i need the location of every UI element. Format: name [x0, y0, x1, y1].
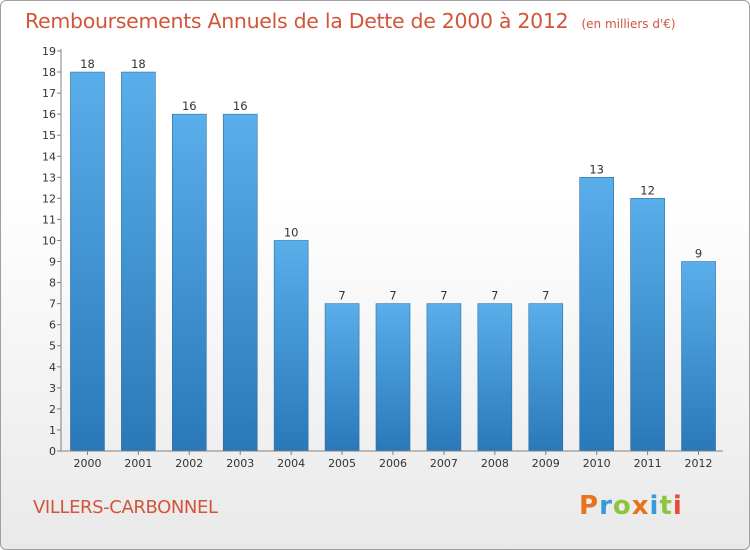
bar [681, 261, 716, 452]
y-tick-label: 7 [49, 298, 56, 311]
bar [375, 303, 411, 452]
y-tick-label: 14 [42, 150, 56, 163]
logo-letter: t [659, 491, 673, 521]
logo-letter: i [672, 491, 683, 521]
y-tick-label: 2 [49, 403, 56, 416]
logo-letter: x [631, 491, 650, 521]
bar [528, 303, 564, 452]
bar-value-label: 7 [491, 289, 498, 303]
x-tick-label: 2001 [124, 457, 152, 470]
bar-value-label: 16 [233, 99, 248, 113]
y-tick-label: 5 [49, 340, 56, 353]
bar [70, 71, 105, 452]
bars: 18 18 16 16 10 7 7 7 7 7 13 12 9 [70, 57, 716, 452]
x-tick-label: 2000 [73, 457, 101, 470]
logo-letter: r [599, 491, 613, 521]
y-tick-label: 0 [49, 445, 56, 458]
x-tick-label: 2008 [481, 457, 509, 470]
y-tick-label: 18 [42, 66, 56, 79]
y-tick-label: 16 [42, 108, 56, 121]
bar-value-label: 7 [338, 289, 345, 303]
proxiti-logo: Proxiti [579, 491, 683, 521]
bar-value-label: 13 [589, 162, 604, 176]
y-tick-label: 10 [42, 234, 56, 247]
y-tick-label: 6 [49, 319, 56, 332]
bar-value-label: 9 [695, 247, 702, 261]
x-tick-label: 2003 [226, 457, 254, 470]
y-tick-label: 8 [49, 277, 56, 290]
x-tick-label: 2002 [175, 457, 203, 470]
x-tick-label: 2010 [583, 457, 611, 470]
bar [121, 71, 156, 452]
bar-value-label: 7 [389, 289, 396, 303]
y-tick-label: 17 [42, 87, 56, 100]
bar [630, 198, 665, 452]
y-tick-label: 12 [42, 192, 56, 205]
bar-value-label: 7 [440, 289, 447, 303]
x-tick-label: 2004 [277, 457, 305, 470]
bar [273, 240, 309, 452]
bar [426, 303, 462, 452]
bar-value-label: 7 [542, 289, 549, 303]
x-tick-label: 2012 [685, 457, 713, 470]
logo-letter: i [649, 491, 660, 521]
commune-name: VILLERS-CARBONNEL [33, 497, 218, 518]
y-tick-label: 19 [42, 45, 56, 58]
bar [579, 177, 614, 452]
chart-title-row: Remboursements Annuels de la Dette de 20… [25, 9, 676, 33]
y-tick-label: 15 [42, 129, 56, 142]
bar-value-label: 18 [80, 57, 95, 71]
y-tick-label: 9 [49, 256, 56, 269]
bar [172, 113, 207, 452]
bar [324, 303, 360, 452]
chart-subtitle: (en milliers d'€) [581, 17, 676, 31]
bar-value-label: 16 [182, 99, 197, 113]
bar-value-label: 12 [640, 183, 655, 197]
logo-letter: o [612, 491, 632, 521]
x-axis: 2000 2001 2002 2003 2004 2005 2006 2007 2008 2009… [61, 450, 723, 470]
y-tick-label: 3 [49, 382, 56, 395]
x-tick-label: 2007 [430, 457, 458, 470]
x-tick-label: 2005 [328, 457, 356, 470]
x-tick-label: 2009 [532, 457, 560, 470]
y-tick-label: 11 [42, 213, 56, 226]
x-tick-label: 2006 [379, 457, 407, 470]
x-tick-label: 2011 [634, 457, 662, 470]
y-tick-label: 1 [49, 424, 56, 437]
bar [477, 303, 513, 452]
bar [222, 113, 258, 452]
y-tick-label: 13 [42, 171, 56, 184]
bar-value-label: 18 [131, 57, 146, 71]
logo-letter: P [579, 491, 600, 521]
bar-value-label: 10 [284, 225, 299, 239]
chart-title: Remboursements Annuels de la Dette de 20… [25, 9, 569, 33]
y-tick-label: 4 [49, 361, 56, 374]
